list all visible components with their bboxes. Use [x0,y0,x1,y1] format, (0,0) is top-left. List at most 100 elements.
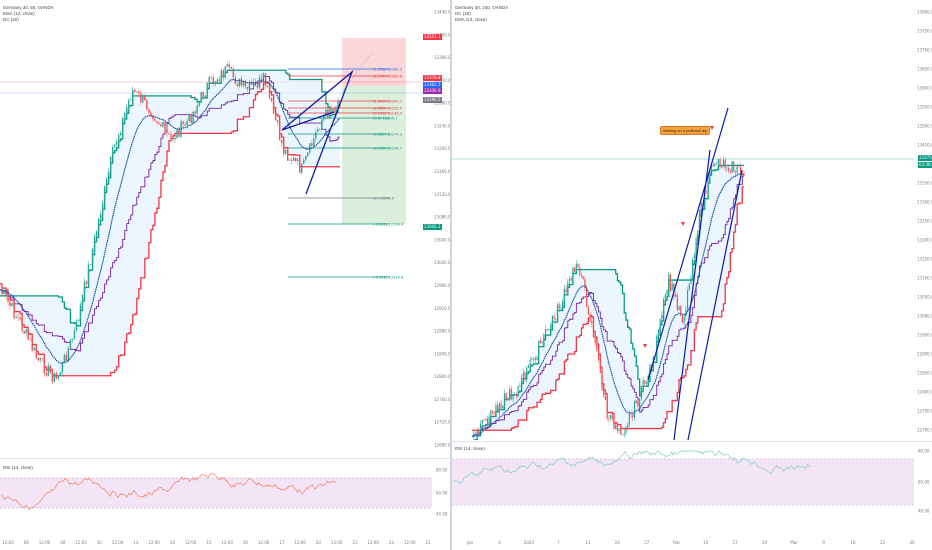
time-axis-label: 12:00 [331,540,343,545]
candle-body [321,119,323,129]
rsi-axis-label: 80.00 [918,449,930,454]
candle-body [51,372,54,382]
time-axis-label: 12:00 [221,540,233,545]
candle-body [170,134,172,138]
candle-body [522,372,524,378]
candle-body [272,101,275,114]
candle-body [319,128,321,130]
candle-body [293,157,295,161]
right-legend-ema[interactable]: EMA (12, close) [455,17,487,22]
price-axis-label: 13080.0 [434,215,450,220]
candle-body [218,79,220,82]
left-legend-symbol[interactable]: Germany 30, 60, OANDA [3,5,54,10]
candle-body [697,230,699,239]
candle-body [688,283,690,291]
candle-body [260,76,263,78]
candle-body [591,321,593,324]
left-chart-pane[interactable]: Germany 30, 60, OANDA EMA (12, close) DC… [0,0,450,550]
left-legend-ema[interactable]: EMA (12, close) [3,11,35,16]
candle-body [586,287,588,307]
candle-body [57,376,60,379]
rsi-axis-label: 60.00 [436,491,448,496]
right-rsi-legend[interactable]: RSI (14, close) [455,446,485,451]
right-legend-dc[interactable]: DC (20) [455,11,471,16]
time-axis-label: 09 [60,540,66,545]
candle-body [134,89,136,92]
candle-body [519,385,521,387]
candle-body [481,419,483,424]
candle-body [686,290,689,310]
candle-body [103,186,106,204]
fib-level-label: (-0.382) 12994.4 [373,222,404,226]
candle-body [335,106,337,113]
candle-body [712,164,714,167]
candle-body [635,400,637,404]
candle-body [490,410,492,417]
candle-body [596,343,598,350]
candle-body [615,424,617,430]
candle-body [63,354,66,362]
price-axis-label: 13250.0 [917,219,932,224]
price-axis-label: 13200.0 [434,146,450,151]
right-rsi-chart[interactable]: 80.00 60.00 40.00 [452,443,932,533]
time-axis-label: 17 [279,540,285,545]
candle-body [692,258,694,278]
candle-body [303,159,305,164]
time-axis-label: 12:00 [294,540,306,545]
candle-body [546,329,548,331]
price-tag: 13296.5 [423,97,442,103]
time-axis-label: 10 [97,540,103,545]
price-axis-label: 13280.0 [434,101,450,106]
candle-body [37,357,39,361]
time-axis-label: 16 [243,540,249,545]
candle-body [509,388,511,399]
annotation-callout[interactable]: Waiting on a pullback dip [660,126,711,135]
time-axis-label: 22 [389,540,395,545]
price-axis-label: 12800.0 [434,374,450,379]
candle-body [616,424,619,431]
candle-body [568,278,571,282]
candle-body [216,79,218,82]
left-rsi-chart[interactable]: 80.00 60.00 40.00 [0,460,450,530]
price-axis-label: 12760.0 [434,397,450,402]
chart-divider[interactable] [450,0,452,550]
candle-body [618,428,620,431]
right-time-axis[interactable]: Jan 6 2020 7 13 20 27 Feb 10 17 24 Mar 9 16 23 30 [452,534,932,550]
candle-body [5,291,7,297]
time-axis-label: 12:00 [258,540,270,545]
candle-body [124,112,126,118]
candle-body [136,91,138,93]
time-axis-label: 12:00 [112,540,124,545]
time-axis-label: 13 [585,540,591,545]
candle-body [474,433,477,435]
right-legend-symbol[interactable]: Germany 30, 240, OANDA [455,5,509,10]
time-axis-label: 12:00 [75,540,87,545]
left-rsi-legend[interactable]: RSI (14, close) [3,465,33,470]
right-pane-divider[interactable] [452,441,932,442]
candle-body [329,112,331,119]
price-tag: 13362.5 [423,82,442,88]
candle-body [79,304,82,320]
candle-body [331,108,333,113]
left-legend-dc[interactable]: DC (20) [3,17,19,22]
left-time-axis[interactable]: 12:00 08 12:00 09 12:00 10 12:00 13 12:00 14 12:00… [0,534,450,550]
candle-body [512,395,514,400]
candle-body [608,418,610,420]
price-axis-label: 13500.0 [917,124,932,129]
candle-body [83,281,86,295]
fib-level-label: (1.378) 13382.3 [373,67,402,71]
right-price-chart[interactable]: 13800.0 13750.0 13700.0 13650.0 13600.0 13550… [452,0,932,440]
candle-body [43,358,45,374]
left-pane-divider[interactable] [0,458,450,459]
candle-body [639,398,641,407]
candle-body [728,167,730,171]
candle-body [669,274,672,291]
right-chart-pane[interactable]: Germany 30, 240, OANDA DC (20) EMA (12, … [452,0,932,550]
candle-body [743,174,745,176]
candle-body [553,315,555,319]
candle-body [507,398,509,401]
candle-body [695,238,697,255]
candle-body [517,386,519,397]
candle-body [621,434,624,436]
left-price-chart[interactable]: (1.378) 13382.3 (1.272) 13380.6 (1.000) 13… [0,0,450,455]
